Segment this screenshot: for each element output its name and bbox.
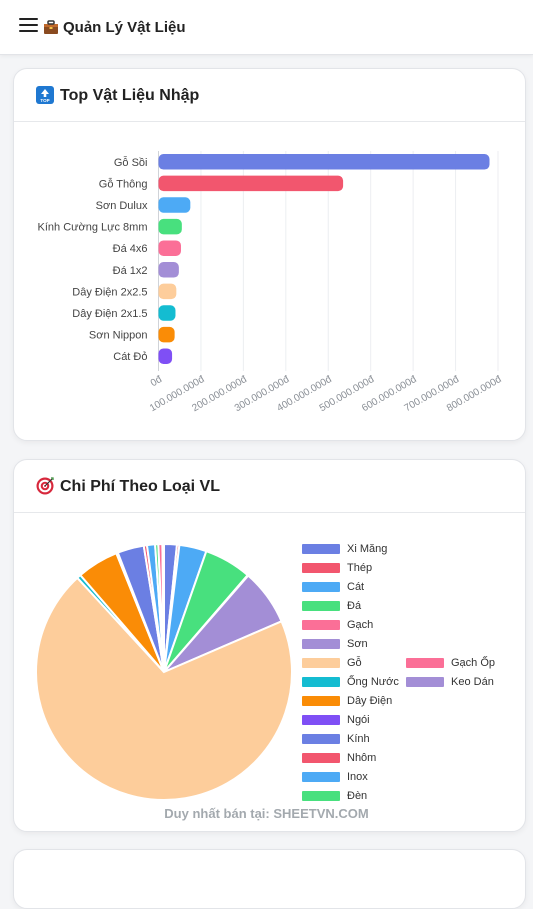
y-tick-label: Kính Cường Lực 8mm xyxy=(38,222,148,234)
legend-label: Ống Nước xyxy=(347,676,399,688)
legend-item[interactable]: Đá xyxy=(302,599,361,613)
legend-item[interactable]: Sơn xyxy=(302,637,368,651)
y-tick-label: Gỗ Thông xyxy=(99,177,148,190)
bar xyxy=(158,305,176,321)
legend-swatch xyxy=(406,677,444,687)
watermark: Duy nhất bán tại: SHEETVN.COM xyxy=(164,806,369,821)
legend-swatch xyxy=(302,620,340,630)
legend-swatch xyxy=(302,696,340,706)
legend-item[interactable]: Ống Nước xyxy=(302,675,399,689)
legend-item[interactable]: Gạch xyxy=(302,618,373,632)
y-tick-label: Dây Điện 2x2.5 xyxy=(72,286,147,298)
bar xyxy=(158,326,175,343)
legend-swatch xyxy=(302,677,340,687)
legend-swatch xyxy=(302,544,340,554)
legend-label: Gạch Ốp xyxy=(451,657,496,669)
card-header: Chi Phí Theo Loại VL xyxy=(14,460,525,513)
legend-item[interactable]: Đèn xyxy=(302,789,367,803)
legend-swatch xyxy=(406,658,444,668)
legend-label: Sơn xyxy=(347,638,368,650)
cost-by-type-card: Chi Phí Theo Loại VL Xi Măng Thép Cát Đá Gạc… xyxy=(13,459,526,832)
card-header: TOP Top Vật Liệu Nhập xyxy=(14,69,525,122)
top-materials-card: TOP Top Vật Liệu Nhập 0đ 100.000.000đ 200.… xyxy=(13,68,526,441)
y-tick-label: Dây Điện 2x1.5 xyxy=(72,308,147,320)
svg-text:TOP: TOP xyxy=(40,98,49,103)
x-tick-label: 0đ xyxy=(149,374,165,389)
legend-item[interactable]: Nhôm xyxy=(302,751,376,765)
y-tick-label: Gỗ Sồi xyxy=(114,156,148,169)
legend-label: Đèn xyxy=(347,790,368,802)
legend-swatch xyxy=(302,753,340,763)
legend-label: Thép xyxy=(347,562,373,574)
next-card xyxy=(13,849,526,909)
legend-item[interactable]: Xi Măng xyxy=(302,542,387,556)
card-title-cost-by-type: Chi Phí Theo Loại VL xyxy=(60,478,220,495)
top-app-bar: Quản Lý Vật Liệu xyxy=(0,0,533,55)
legend-swatch xyxy=(302,582,340,592)
y-tick-label: Cát Đỏ xyxy=(113,351,147,363)
legend-label: Gỗ xyxy=(347,657,362,669)
bar xyxy=(158,154,490,170)
legend-label: Xi Măng xyxy=(347,543,388,555)
legend-swatch xyxy=(302,791,340,801)
legend-item[interactable]: Gỗ xyxy=(302,656,362,670)
legend-swatch xyxy=(302,639,340,649)
bar xyxy=(158,175,344,192)
pie-slice xyxy=(161,542,165,673)
cost-by-type-pie-chart xyxy=(35,542,293,801)
legend-label: Nhôm xyxy=(347,752,377,764)
legend-swatch xyxy=(302,563,340,573)
legend-label: Inox xyxy=(347,771,368,783)
bar xyxy=(158,283,177,300)
bar xyxy=(158,348,173,364)
top-arrow-icon: TOP xyxy=(36,86,54,104)
bar xyxy=(158,218,182,235)
card-title-top-materials: Top Vật Liệu Nhập xyxy=(60,87,200,104)
legend-swatch xyxy=(302,734,340,744)
legend-item[interactable]: Thép xyxy=(302,561,372,575)
top-materials-bar-chart: 0đ100.000.000đ200.000.000đ300.000.000đ40… xyxy=(38,151,504,414)
bar xyxy=(158,197,191,213)
bar xyxy=(158,262,179,278)
y-tick-label: Sơn Nippon xyxy=(89,330,148,342)
legend-label: Keo Dán xyxy=(451,676,494,688)
toolbox-icon xyxy=(42,18,60,41)
y-tick-label: Đá 4x6 xyxy=(113,243,148,255)
legend-swatch xyxy=(302,715,340,725)
legend-label: Gạch xyxy=(347,619,374,631)
legend-swatch xyxy=(302,772,340,782)
legend-label: Dây Điện xyxy=(347,695,393,707)
legend-item[interactable]: Keo Dán xyxy=(406,675,494,689)
legend-swatch xyxy=(302,658,340,668)
legend-item[interactable]: Cát xyxy=(302,580,364,594)
y-tick-label: Sơn Dulux xyxy=(96,200,148,212)
legend-item[interactable]: Ngói xyxy=(302,713,370,727)
hamburger-icon[interactable] xyxy=(19,16,39,34)
y-tick-label: Đá 1x2 xyxy=(113,265,148,277)
legend-label: Ngói xyxy=(347,714,370,726)
legend-label: Đá xyxy=(347,600,362,612)
legend-label: Kính xyxy=(347,733,370,745)
legend-item[interactable]: Gạch Ốp xyxy=(406,656,495,670)
app-title: Quản Lý Vật Liệu xyxy=(63,19,186,36)
legend-label: Cát xyxy=(347,581,365,593)
legend-item[interactable]: Kính xyxy=(302,732,370,746)
pie-slice xyxy=(35,576,293,801)
legend-item[interactable]: Dây Điện xyxy=(302,694,392,708)
bar xyxy=(158,240,181,256)
legend-item[interactable]: Inox xyxy=(302,770,368,784)
legend-swatch xyxy=(302,601,340,611)
target-icon xyxy=(36,477,54,495)
